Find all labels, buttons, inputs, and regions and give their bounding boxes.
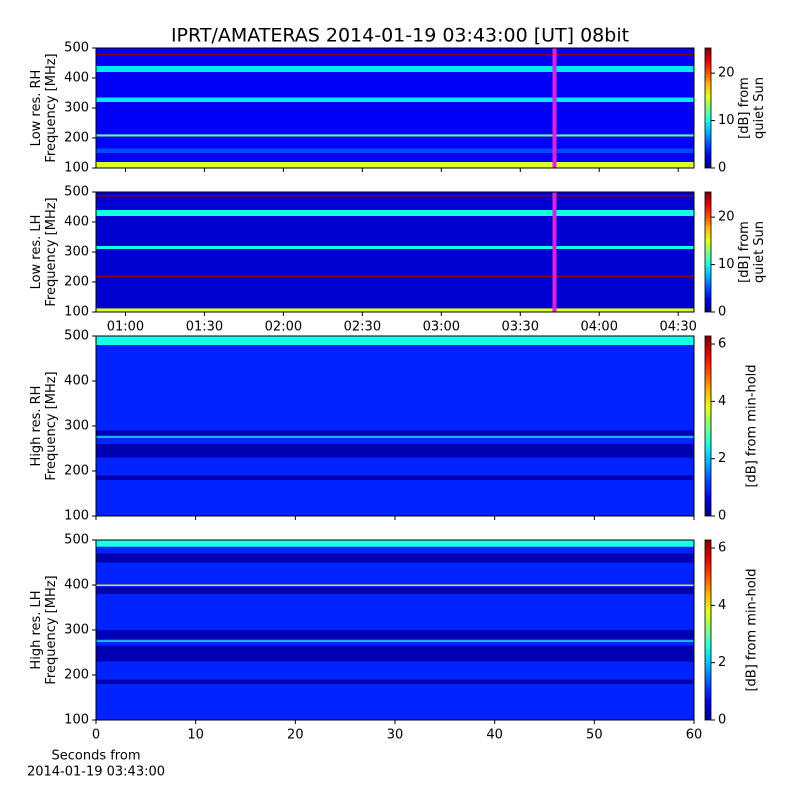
colorbar-tick-label: 0: [718, 161, 726, 176]
x-tick-label: 0: [92, 728, 100, 743]
y-tick-label: 500: [64, 329, 89, 344]
colorbar: [704, 335, 712, 517]
spectrogram-band: [96, 679, 694, 684]
colorbar-label: [dB] from: [737, 221, 752, 283]
time-cursor: [552, 192, 557, 312]
y-tick-label: 100: [64, 161, 89, 176]
x-tick-label: 03:30: [502, 320, 539, 335]
x-tick-label: 02:00: [265, 320, 302, 335]
spectrogram-band: [96, 444, 694, 458]
figure-title: IPRT/AMATERAS 2014-01-19 03:43:00 [UT] 0…: [171, 25, 629, 47]
x-tick-label: 03:00: [423, 320, 460, 335]
colorbar: [704, 539, 712, 721]
x-tick-label: 04:30: [659, 320, 696, 335]
y-tick-label: 200: [64, 131, 89, 146]
y-tick-label: 300: [64, 245, 89, 260]
time-cursor: [552, 48, 557, 168]
spectrogram-band: [96, 54, 694, 56]
spectrogram-band: [96, 275, 694, 278]
colorbar-label: quiet Sun: [752, 221, 767, 283]
spectrogram-band: [96, 195, 694, 197]
colorbar-label: [dB] from min-hold: [745, 568, 760, 691]
colorbar-label: quiet Sun: [752, 77, 767, 139]
x-axis-label: 2014-01-19 03:43:00: [27, 765, 165, 780]
colorbar-tick-label: 10: [718, 257, 735, 272]
y-tick-label: 300: [64, 419, 89, 434]
y-tick-label: 400: [64, 215, 89, 230]
colorbar-tick-label: 20: [718, 66, 735, 81]
y-axis-label: Frequency [MHz]: [44, 575, 59, 684]
colorbar-tick-label: 6: [718, 337, 726, 352]
colorbar-tick-label: 4: [718, 394, 726, 409]
y-tick-label: 100: [64, 305, 89, 320]
spectrogram-band: [96, 134, 694, 137]
colorbar-tick-label: 0: [718, 713, 726, 728]
spectrogram-band: [96, 336, 694, 345]
spectrogram-band: [96, 436, 694, 438]
y-axis-label: Low res. RH: [29, 70, 44, 147]
colorbar: [704, 47, 712, 169]
spectrogram-band: [96, 66, 694, 72]
spectrogram-band: [96, 630, 694, 639]
spectrogram-band: [96, 97, 694, 102]
x-tick-label: 60: [686, 728, 703, 743]
spectrogram-band: [96, 540, 694, 547]
y-axis-label: Frequency [MHz]: [44, 197, 59, 306]
y-axis-label: Frequency [MHz]: [44, 53, 59, 162]
y-tick-label: 500: [64, 185, 89, 200]
spectrogram-band: [96, 308, 694, 312]
y-tick-label: 100: [64, 509, 89, 524]
x-tick-label: 40: [486, 728, 503, 743]
colorbar-tick-label: 10: [718, 113, 735, 128]
x-tick-label: 10: [187, 728, 204, 743]
spectrogram-band: [96, 475, 694, 480]
y-tick-label: 300: [64, 623, 89, 638]
spectrogram-band: [96, 553, 694, 563]
colorbar-tick-label: 20: [718, 210, 735, 225]
y-axis-label: High res. LH: [29, 590, 44, 669]
spectrogram-band: [96, 162, 694, 168]
spectrogram-band: [96, 584, 694, 586]
colorbar: [704, 191, 712, 313]
colorbar-label: [dB] from: [737, 77, 752, 139]
x-tick-label: 30: [387, 728, 404, 743]
y-tick-label: 300: [64, 101, 89, 116]
x-tick-label: 04:00: [581, 320, 618, 335]
spectrogram-band: [96, 640, 694, 642]
spectrogram-band: [96, 430, 694, 435]
x-axis-label: Seconds from: [51, 749, 140, 764]
colorbar-tick-label: 0: [718, 305, 726, 320]
colorbar-tick-label: 0: [718, 509, 726, 524]
y-axis-label: Low res. LH: [29, 215, 44, 290]
y-tick-label: 500: [64, 533, 89, 548]
y-tick-label: 500: [64, 41, 89, 56]
colorbar-tick-label: 4: [718, 598, 726, 613]
y-tick-label: 200: [64, 275, 89, 290]
x-tick-label: 50: [586, 728, 603, 743]
spectrogram-band: [96, 210, 694, 216]
spectrogram-band: [96, 587, 694, 594]
y-axis-label: High res. RH: [29, 386, 44, 467]
spectrogram-band: [96, 246, 694, 249]
x-tick-label: 01:30: [186, 320, 223, 335]
colorbar-tick-label: 2: [718, 451, 726, 466]
y-tick-label: 100: [64, 713, 89, 728]
x-tick-label: 02:30: [344, 320, 381, 335]
y-tick-label: 400: [64, 374, 89, 389]
x-tick-label: 01:00: [107, 320, 144, 335]
colorbar-label: [dB] from min-hold: [745, 364, 760, 487]
y-tick-label: 400: [64, 71, 89, 86]
spectrogram-band: [96, 148, 694, 153]
colorbar-tick-label: 2: [718, 655, 726, 670]
y-axis-label: Frequency [MHz]: [44, 371, 59, 480]
colorbar-tick-label: 6: [718, 541, 726, 556]
y-tick-label: 200: [64, 668, 89, 683]
y-tick-label: 400: [64, 578, 89, 593]
spectrogram-band: [96, 645, 694, 662]
spectrogram-background: [96, 336, 694, 516]
y-tick-label: 200: [64, 464, 89, 479]
x-tick-label: 20: [287, 728, 304, 743]
